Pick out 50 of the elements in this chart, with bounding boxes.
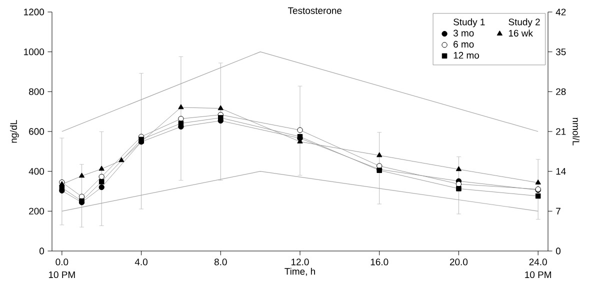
y-tick-label: 400 — [28, 168, 44, 175]
x-tick-label: 4.0 — [134, 258, 148, 266]
y2-tick-label: 42 — [556, 8, 566, 16]
x-tick-label: 20.0 — [450, 258, 468, 266]
point — [98, 184, 104, 190]
y2-tick-label: 14 — [556, 168, 566, 175]
x-tick-label: 0.0 — [56, 258, 68, 266]
x-axis-title: Time, h — [284, 268, 315, 276]
point — [456, 166, 462, 172]
legend-label: 12 mo — [454, 52, 480, 59]
y2-tick-label: 7 — [556, 208, 560, 214]
text: 10 PM — [525, 271, 551, 278]
point — [98, 166, 104, 171]
x-tick-label: 16.0 — [370, 258, 388, 266]
y2-tick-label: 0 — [556, 248, 561, 254]
point — [98, 174, 104, 180]
point — [297, 127, 303, 133]
legend-label: 16 wk — [508, 30, 533, 37]
annotation: Study 1 — [454, 18, 485, 28]
point — [78, 172, 85, 178]
point — [178, 120, 184, 126]
point — [118, 157, 124, 162]
y-tick-label: 600 — [29, 128, 44, 135]
x-tick-label: 24.0 — [529, 258, 547, 266]
point — [535, 193, 541, 199]
y2-tick-label: 21 — [556, 128, 566, 135]
y2-axis-title: nmol/L — [572, 118, 580, 146]
point — [178, 104, 184, 110]
y-tick-label: 1200 — [24, 8, 44, 16]
point — [78, 194, 85, 200]
y-tick-label: 200 — [29, 208, 44, 215]
point — [456, 186, 462, 192]
point — [218, 115, 224, 120]
chart-title: Testosterone — [288, 7, 342, 14]
point — [376, 152, 382, 158]
y2-tick-label: 28 — [556, 88, 566, 96]
point — [98, 179, 104, 184]
y-tick-label: 0 — [40, 248, 44, 254]
legend-label: 6 mo — [454, 40, 474, 48]
y-tick-label: 800 — [29, 88, 44, 96]
text: 10 PM — [48, 271, 75, 278]
y-tick-label: 1000 — [24, 48, 44, 56]
point — [535, 179, 541, 184]
y-axis-title: ng/dL — [10, 120, 19, 143]
point — [218, 105, 224, 110]
legend-label: 3 mo — [453, 30, 474, 36]
annotation: Study 2 — [508, 18, 540, 28]
x-tick-label: 12.0 — [292, 258, 309, 266]
y2-tick-label: 35 — [556, 48, 566, 56]
x-tick-label: 8.0 — [214, 258, 227, 266]
